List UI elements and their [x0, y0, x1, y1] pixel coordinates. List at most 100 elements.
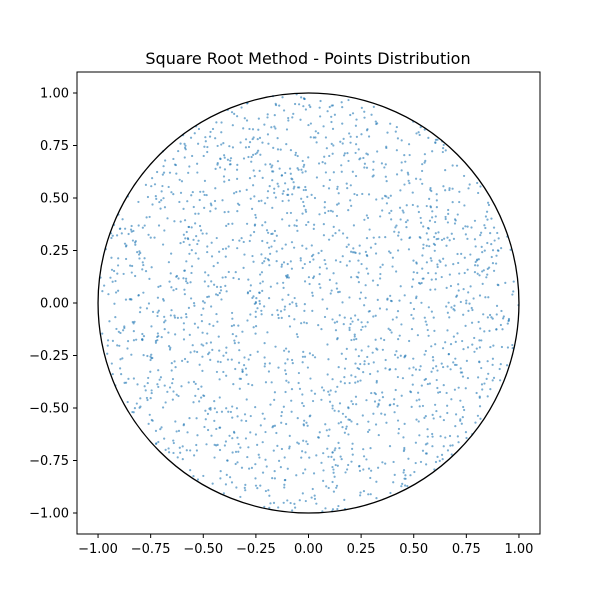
scatter-point: [395, 350, 398, 353]
scatter-point: [139, 306, 142, 309]
scatter-point: [456, 332, 459, 335]
scatter-point: [341, 106, 344, 109]
scatter-point: [299, 259, 302, 262]
scatter-point: [434, 215, 437, 218]
scatter-point: [376, 405, 379, 408]
scatter-point: [288, 303, 291, 306]
scatter-point: [365, 129, 369, 132]
scatter-point: [167, 345, 171, 348]
scatter-point: [223, 211, 226, 214]
scatter-point: [157, 309, 160, 312]
scatter-point: [333, 449, 336, 452]
scatter-point: [245, 419, 248, 423]
scatter-point: [225, 351, 228, 354]
scatter-point: [264, 489, 267, 493]
scatter-point: [345, 182, 348, 185]
scatter-point: [389, 122, 392, 125]
scatter-point: [322, 223, 325, 226]
scatter-point: [203, 179, 207, 182]
scatter-point: [286, 358, 289, 361]
scatter-point: [327, 238, 331, 241]
scatter-point: [372, 105, 375, 108]
scatter-point: [295, 219, 298, 222]
scatter-point: [431, 356, 435, 359]
scatter-point: [354, 124, 357, 127]
scatter-point: [350, 374, 353, 377]
scatter-point: [254, 213, 257, 217]
scatter-point: [353, 192, 356, 196]
scatter-point: [390, 218, 393, 221]
scatter-point: [394, 388, 397, 392]
scatter-point: [402, 436, 405, 439]
scatter-point: [306, 442, 309, 446]
scatter-point: [397, 234, 400, 237]
scatter-point: [461, 375, 465, 378]
scatter-point: [261, 441, 264, 444]
scatter-point: [145, 396, 149, 400]
scatter-point: [366, 355, 369, 359]
scatter-point: [358, 244, 361, 247]
scatter-point: [313, 494, 316, 497]
scatter-point: [302, 105, 305, 108]
scatter-point: [500, 345, 504, 349]
scatter-point: [473, 219, 477, 222]
scatter-point: [290, 241, 294, 244]
scatter-point: [330, 104, 333, 107]
scatter-point: [106, 339, 110, 342]
scatter-point: [385, 179, 388, 183]
scatter-point: [293, 318, 296, 321]
scatter-point: [307, 123, 310, 127]
scatter-point: [394, 353, 397, 357]
scatter-point: [486, 273, 489, 276]
scatter-point: [232, 276, 235, 280]
scatter-point: [273, 114, 276, 117]
scatter-point: [481, 270, 484, 273]
scatter-point: [223, 154, 226, 157]
scatter-point: [250, 155, 253, 159]
scatter-point: [473, 238, 477, 241]
scatter-point: [181, 359, 184, 362]
scatter-point: [249, 353, 252, 357]
scatter-point: [259, 424, 262, 427]
scatter-point: [328, 105, 331, 109]
scatter-point: [430, 370, 433, 373]
scatter-point: [462, 405, 465, 409]
scatter-point: [301, 244, 304, 247]
scatter-point: [276, 309, 279, 312]
scatter-point: [329, 292, 332, 295]
scatter-point: [388, 368, 391, 371]
scatter-point: [254, 315, 257, 318]
scatter-point: [200, 385, 203, 388]
scatter-point: [237, 450, 240, 453]
scatter-point: [297, 381, 300, 385]
scatter-point: [476, 181, 479, 185]
scatter-point: [331, 404, 334, 407]
scatter-point: [280, 174, 284, 177]
scatter-point: [309, 136, 312, 139]
scatter-point: [347, 418, 350, 421]
scatter-point: [251, 384, 254, 387]
scatter-point: [511, 293, 514, 296]
scatter-point: [500, 309, 503, 313]
scatter-point: [170, 252, 173, 255]
scatter-point: [336, 185, 339, 188]
scatter-point: [446, 329, 449, 332]
scatter-point: [177, 394, 180, 398]
scatter-point: [365, 237, 369, 240]
scatter-point: [435, 409, 438, 413]
scatter-point: [499, 379, 502, 382]
scatter-point: [426, 442, 429, 445]
scatter-point: [354, 174, 358, 178]
scatter-point: [459, 419, 462, 422]
scatter-point: [465, 299, 468, 302]
scatter-point: [433, 249, 436, 252]
scatter-point: [442, 418, 445, 422]
scatter-point: [443, 237, 446, 240]
scatter-point: [258, 299, 261, 303]
scatter-point: [233, 431, 236, 434]
scatter-point: [444, 341, 447, 344]
scatter-point: [216, 144, 219, 148]
scatter-point: [446, 236, 449, 239]
scatter-point: [345, 245, 348, 248]
scatter-point: [229, 159, 232, 162]
